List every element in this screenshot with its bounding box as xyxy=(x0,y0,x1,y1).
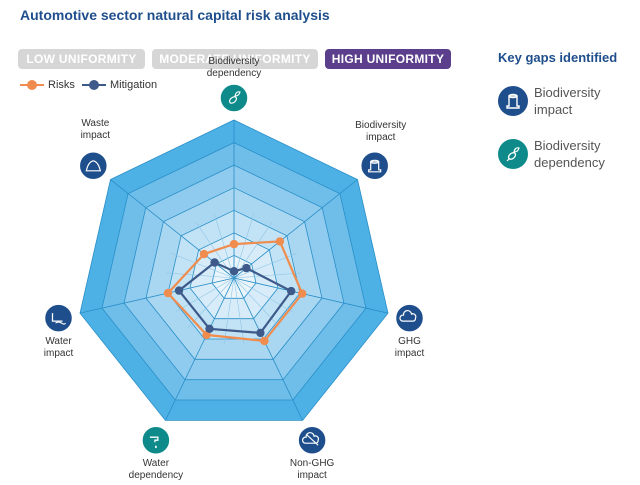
axis-label-0-line1: Biodiversity xyxy=(208,56,259,67)
grid-spoke-fine xyxy=(170,252,235,279)
risks-point xyxy=(229,239,239,249)
grid-spoke-fine xyxy=(233,213,255,279)
risks-legend-label: Risks xyxy=(48,79,75,91)
mitigation-point xyxy=(256,328,265,338)
bee-icon xyxy=(219,83,249,113)
page-title: Automotive sector natural capital risk a… xyxy=(20,7,330,23)
mitigation-point xyxy=(287,286,296,296)
key-gap-2-line1: Biodiversity xyxy=(534,138,601,153)
mitigation-legend-label: Mitigation xyxy=(110,79,158,91)
risks-legend-swatch xyxy=(20,79,44,91)
bee-icon xyxy=(498,139,528,169)
low-uniformity-button[interactable]: LOW UNIFORMITY xyxy=(18,49,145,69)
axis-label-5-line1: Water xyxy=(45,336,72,347)
axis-label-4-line1: Water xyxy=(143,458,170,469)
axis-label-6-line1: Waste xyxy=(81,118,109,129)
axis-label-4-line2: dependency xyxy=(129,470,184,481)
mitigation-point xyxy=(210,258,219,267)
waste-pile-icon xyxy=(78,151,109,181)
ghg-cloud-icon xyxy=(394,303,425,333)
grid-spoke xyxy=(233,277,389,314)
key-gap-biodiversity-impact: Biodiversity impact xyxy=(498,84,634,118)
risks-point xyxy=(275,237,285,246)
grid-spoke-fine xyxy=(213,213,235,279)
grid-spoke-fine xyxy=(233,277,281,328)
key-gap-biodiversity-dependency: Biodiversity dependency xyxy=(498,137,634,171)
key-gap-2-line2: dependency xyxy=(534,155,605,170)
grid-spoke xyxy=(233,277,303,421)
moderate-uniformity-button[interactable]: MODERATE UNIFORMITY xyxy=(152,49,318,69)
risks-series-line xyxy=(166,240,304,343)
axis-label-1-line2: impact xyxy=(366,132,396,143)
axis-label-3-line2: impact xyxy=(297,470,327,481)
grid-spoke xyxy=(79,277,235,314)
axis-label-5-line2: impact xyxy=(44,348,74,359)
grid-spoke xyxy=(233,179,358,279)
mitigation-point xyxy=(174,286,184,295)
risks-point xyxy=(298,289,307,298)
legend-mitigation: Mitigation xyxy=(82,79,157,91)
mitigation-point xyxy=(242,263,251,273)
high-uniformity-button[interactable]: HIGH UNIFORMITY xyxy=(325,49,451,69)
key-gap-1-line2: impact xyxy=(534,102,573,117)
non-ghg-cloud-icon xyxy=(297,425,327,455)
legend-risks: Risks xyxy=(20,79,75,91)
mitigation-legend-swatch xyxy=(82,79,106,91)
risks-point xyxy=(260,336,269,346)
mitigation-point xyxy=(205,324,214,333)
grid-spoke-fine xyxy=(166,272,235,279)
risks-point xyxy=(199,249,209,259)
water-tap-icon xyxy=(141,425,171,455)
axis-label-0-line2: dependency xyxy=(207,68,262,79)
axis-label-3-line1: Non-GHG xyxy=(290,458,335,469)
risks-point xyxy=(163,288,173,298)
grid-spoke-fine xyxy=(175,277,235,313)
grid-spoke-fine xyxy=(233,277,245,346)
grid-spoke-fine xyxy=(233,277,293,313)
grid-spoke-fine xyxy=(187,277,235,328)
mitigation-point xyxy=(229,267,239,276)
water-outflow-icon xyxy=(43,303,74,333)
axis-label-2-line2: impact xyxy=(395,348,425,359)
mitigation-series-line xyxy=(177,261,293,335)
key-gaps-title: Key gaps identified xyxy=(498,50,618,65)
grid-spoke-fine xyxy=(233,272,302,279)
key-gap-1-line1: Biodiversity xyxy=(534,85,601,100)
tree-stump-icon xyxy=(359,151,390,181)
grid-spoke xyxy=(165,277,235,421)
grid-spoke-fine xyxy=(223,277,235,346)
axis-label-6-line2: impact xyxy=(81,130,111,141)
tree-stump-icon xyxy=(498,86,528,116)
axis-label-1-line1: Biodiversity xyxy=(355,120,406,131)
axis-label-2-line1: GHG xyxy=(398,336,421,347)
